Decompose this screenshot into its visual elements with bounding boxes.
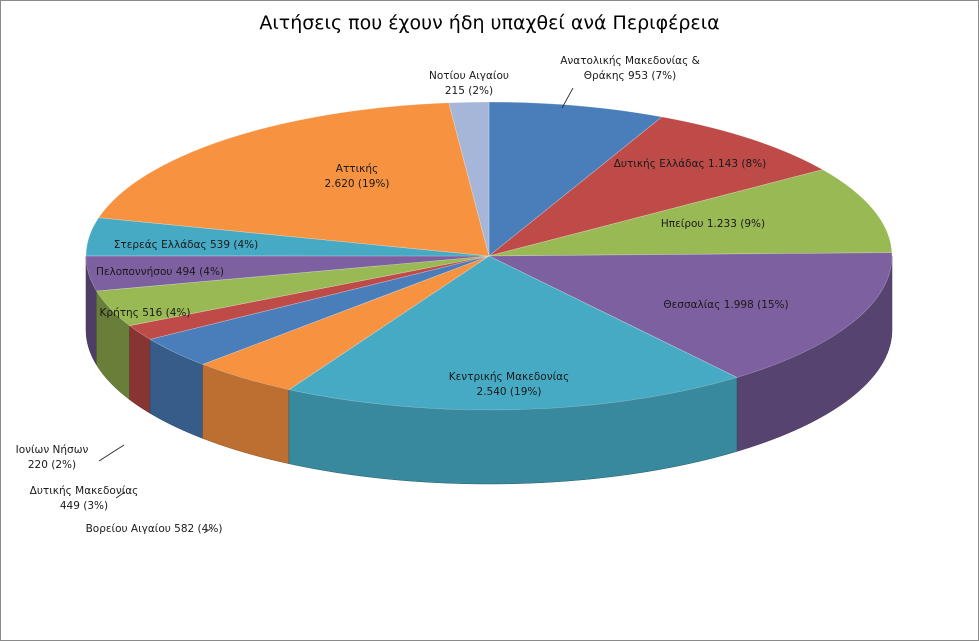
leader-line-0 (561, 87, 574, 109)
slice-label-3: Θεσσαλίας 1.998 (15%) (663, 299, 788, 311)
pie-slice-0 (488, 101, 663, 257)
slice-label-12: Νοτίου Αιγαίου 215 (2%) (429, 70, 509, 97)
slice-label-line: Αττικής (336, 163, 378, 175)
slice-label-line: Βορείου Αιγαίου 582 (4%) (86, 523, 223, 535)
slice-label-2: Ηπείρου 1.233 (9%) (661, 218, 765, 230)
slice-label-0: Ανατολικής Μακεδονίας & Θράκης 953 (7%) (560, 55, 700, 82)
pie-side-7 (129, 325, 151, 414)
slice-label-line: Πελοποννήσου 494 (4%) (96, 266, 224, 278)
pie-sides (85, 255, 893, 485)
slice-label-line: 2.620 (19%) (325, 178, 390, 190)
slice-label-8: Κρήτης 516 (4%) (100, 307, 191, 319)
slice-label-line: Νοτίου Αιγαίου (429, 70, 509, 82)
slice-label-line: Δυτικής Ελλάδας 1.143 (8%) (614, 158, 767, 170)
pie-slice-6 (149, 255, 490, 365)
pie-slice-1 (488, 116, 824, 257)
pie-slice-11 (98, 102, 490, 257)
pie-slice-3 (488, 252, 893, 378)
chart-title: Αιτήσεις που έχουν ήδη υπαχθεί ανά Περιφ… (259, 12, 720, 34)
slice-label-line: 2.540 (19%) (477, 386, 542, 398)
pie-slice-12 (448, 101, 490, 257)
pie-slice-4 (288, 255, 738, 411)
slice-label-line: Θράκης 953 (7%) (584, 70, 676, 82)
leader-line-7 (98, 444, 125, 462)
pie-slice-8 (96, 255, 490, 326)
leader-line-5 (203, 527, 213, 534)
slice-label-line: Κρήτης 516 (4%) (100, 307, 191, 319)
slice-label-line: Θεσσαλίας 1.998 (15%) (663, 299, 788, 311)
slice-label-9: Πελοποννήσου 494 (4%) (96, 266, 224, 278)
pie-slice-2 (488, 169, 893, 257)
slice-label-line: Δυτικής Μακεδονίας (30, 485, 139, 497)
slice-label-6: Δυτικής Μακεδονίας 449 (3%) (30, 485, 139, 512)
slice-label-11: Αττικής 2.620 (19%) (325, 163, 390, 190)
slice-labels: Ανατολικής Μακεδονίας & Θράκης 953 (7%) Δυ… (16, 55, 789, 535)
slice-label-line: 449 (3%) (60, 500, 108, 512)
slice-label-5: Βορείου Αιγαίου 582 (4%) (86, 523, 223, 535)
slice-label-line: 220 (2%) (28, 459, 76, 471)
pie-slice-7 (128, 255, 490, 340)
slice-label-10: Στερεάς Ελλάδας 539 (4%) (114, 239, 258, 251)
pie-slice-5 (201, 255, 490, 391)
leader-line-6 (115, 491, 126, 499)
slice-label-line: Στερεάς Ελλάδας 539 (4%) (114, 239, 258, 251)
slice-label-line: 215 (2%) (445, 85, 493, 97)
slice-label-line: Κεντρικής Μακεδονίας (449, 371, 570, 383)
slice-label-1: Δυτικής Ελλάδας 1.143 (8%) (614, 158, 767, 170)
slice-label-7: Ιονίων Νήσων 220 (2%) (16, 444, 89, 471)
leader-lines (98, 87, 574, 534)
slice-label-line: Ιονίων Νήσων (16, 444, 89, 456)
pie-slice-10 (85, 217, 490, 257)
slice-label-line: Ηπείρου 1.233 (9%) (661, 218, 765, 230)
pie-tops (85, 101, 893, 411)
slice-label-line: Ανατολικής Μακεδονίας & (560, 55, 700, 67)
pie-slice-9 (85, 255, 490, 292)
slice-label-4: Κεντρικής Μακεδονίας 2.540 (19%) (449, 371, 570, 398)
